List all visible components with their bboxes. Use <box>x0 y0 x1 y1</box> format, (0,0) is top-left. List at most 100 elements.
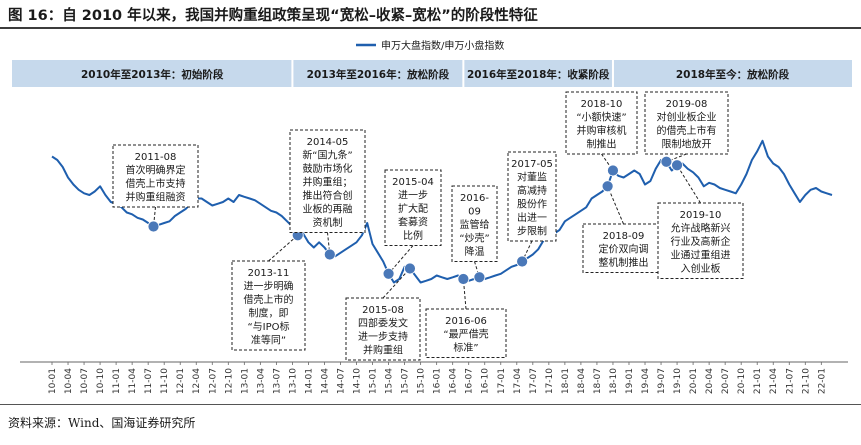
annotation-text: 进一步 <box>398 190 428 202</box>
event-marker <box>671 159 683 172</box>
event-marker <box>601 180 614 193</box>
annotation-frame <box>507 151 557 242</box>
annotation-text: “小额快速” <box>576 111 626 124</box>
annotation-text: 套募资 <box>398 216 428 229</box>
source-rule <box>0 404 861 405</box>
legend: 申万大盘指数/申万小盘指数 <box>356 39 504 52</box>
annotation-text: 四部委发文 <box>358 317 408 330</box>
phase-band <box>292 60 464 87</box>
x-tick-label: 17-01 <box>497 368 507 394</box>
annotation-text: 并购重组融资 <box>126 191 186 204</box>
x-axis: 10-01 10-04 10-07 10-10 11-01 11-04 11-07 11-10… <box>20 361 848 394</box>
x-tick-label: 14-04 <box>320 368 330 394</box>
x-tick-label: 14-10 <box>353 368 363 394</box>
annotation-text: 降温 <box>465 245 485 258</box>
x-tick-label: 22-01 <box>817 368 827 394</box>
x-tick-label: 14-07 <box>336 368 346 394</box>
annotation-text: “最严借壳 <box>443 328 488 341</box>
phase-label: 2018年至今：放松阶段 <box>676 68 790 81</box>
annotation-text: 进一步明确 <box>244 280 294 293</box>
x-tick-label: 12-07 <box>208 368 218 394</box>
legend-label: 申万大盘指数/申万小盘指数 <box>381 39 504 52</box>
annotation-text: 制推出 <box>587 138 617 151</box>
event-marker <box>323 248 336 261</box>
annotation-text: 2019-08 <box>666 99 708 110</box>
annotation-text: 2015-08 <box>362 305 404 316</box>
annotation-text: 2011-08 <box>135 152 177 163</box>
annotation-frame <box>451 185 498 262</box>
annotation-text: 允许战略新兴 <box>671 222 731 235</box>
x-tick-label: 21-07 <box>785 368 795 394</box>
annotation-frame <box>657 202 744 279</box>
annotation-text: 的借壳上市有 <box>657 124 717 137</box>
policy-phase-chart: 2010年至2013年：初始阶段 2013年至2016年：放松阶段 2016年至20… <box>12 39 852 394</box>
annotation-leader <box>474 261 480 278</box>
annotation-text: 2019-10 <box>680 210 722 221</box>
annotation-text: 整机制推出 <box>599 256 649 269</box>
source-note: 资料来源：Wind、国海证券研究所 <box>8 416 196 430</box>
annotation-text: 比例 <box>403 229 423 242</box>
x-tick-label: 12-10 <box>224 368 234 394</box>
phase-label: 2016年至2018年：收紧阶段 <box>467 68 610 81</box>
x-tick-label: 11-10 <box>160 368 170 394</box>
x-tick-label: 19-10 <box>673 368 683 394</box>
annotation-text: 制度，即 <box>249 307 289 320</box>
annotation-text: 对董监 <box>517 171 547 184</box>
x-tick-label: 14-01 <box>304 368 314 394</box>
x-tick-label: 17-04 <box>513 368 523 394</box>
annotation-text: 进一步支持 <box>358 330 408 343</box>
x-tick-label: 13-07 <box>272 368 282 394</box>
annotation-text: 步限制 <box>517 225 547 238</box>
event-marker <box>516 255 529 268</box>
event-marker <box>607 164 619 177</box>
phase-band <box>463 60 613 87</box>
annotation-text: 业板的再融 <box>303 203 353 216</box>
x-tick-label: 16-07 <box>465 368 475 394</box>
annotation-text: 出进一 <box>517 211 547 224</box>
series-line-ratio <box>51 139 833 284</box>
annotation-text: 扩大配 <box>398 202 428 215</box>
x-tick-label: 18-07 <box>593 368 603 394</box>
event-marker <box>660 155 673 168</box>
phase-band <box>12 60 293 87</box>
annotation-text: 对创业板企业 <box>657 111 717 124</box>
x-tick-label: 15-07 <box>401 368 411 394</box>
annotation-leader <box>521 240 533 262</box>
annotation-text: “与IPO标 <box>247 321 289 333</box>
x-tick-label: 19-01 <box>625 368 635 394</box>
x-tick-label: 11-07 <box>144 368 154 394</box>
annotation-text: 推出符合创 <box>303 189 353 202</box>
annotation-text: 业通过重组进 <box>671 249 731 262</box>
phase-label: 2010年至2013年：初始阶段 <box>81 68 224 81</box>
annotation-text: 借壳上市支持 <box>126 177 186 190</box>
x-tick-label: 11-04 <box>128 368 138 394</box>
annotation-leader <box>268 234 299 262</box>
event-marker <box>457 273 470 285</box>
annotation-text: “炒壳” <box>459 232 489 245</box>
x-tick-label: 21-01 <box>753 368 763 394</box>
series-line-layer <box>51 139 833 284</box>
x-tick-label: 20-04 <box>705 368 715 394</box>
x-tick-label: 12-04 <box>192 368 202 394</box>
event-marker <box>382 267 395 280</box>
annotation-text: 限制地放开 <box>662 138 712 151</box>
annotation-text: 09 <box>468 207 481 218</box>
x-tick-label: 18-01 <box>561 368 571 394</box>
x-tick-label: 12-01 <box>176 368 186 394</box>
x-tick-label: 17-10 <box>545 368 555 394</box>
event-marker <box>404 262 416 275</box>
annotation-frame <box>345 297 421 361</box>
annotation-text: 2015-04 <box>392 177 434 188</box>
x-tick-label: 21-04 <box>769 368 779 394</box>
x-tick-label: 13-10 <box>288 368 298 394</box>
annotation-text: 监管给 <box>460 218 490 231</box>
x-tick-label: 17-07 <box>529 368 539 394</box>
